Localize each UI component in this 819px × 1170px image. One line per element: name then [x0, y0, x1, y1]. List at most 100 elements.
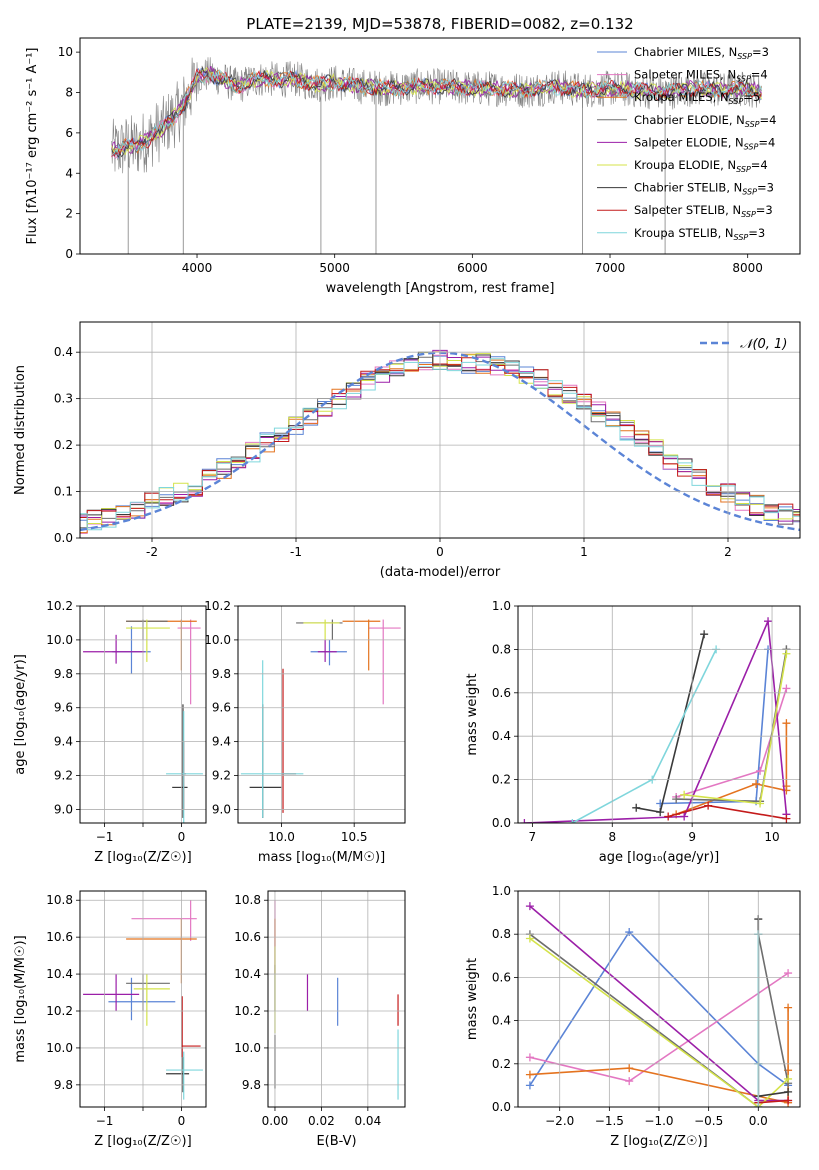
weight-line-chabrier-elodie [676, 649, 788, 803]
x-tick-label: 0.04 [354, 1114, 381, 1128]
age_vs_Z-chart: −1 0 9.0 9.2 9.4 9.6 9.8 10.0 10.2 Z [log₁₀(Z/Z☉)… [13, 599, 207, 865]
y-tick-label: 9.2 [212, 769, 231, 783]
histogram-chabrier-elodie [80, 356, 800, 529]
y-tick-label: 10.8 [234, 893, 261, 907]
legend-entry: Kroupa MILES, NSSP=5 [634, 90, 760, 106]
y-axis-label: mass weight [465, 958, 480, 1040]
weight-point [525, 934, 534, 943]
weight-line-salpeter-stelib [758, 1099, 789, 1104]
weight-point [680, 812, 689, 821]
x-tick-label: 0.00 [262, 1114, 289, 1128]
x-tick-label: 0.02 [308, 1114, 335, 1128]
weight-point [680, 790, 689, 799]
y-axis-label: Normed distribution [13, 365, 28, 495]
x-tick-label: 0.0 [749, 1114, 768, 1128]
x-axis-label: E(B-V) [316, 1134, 356, 1149]
x-axis-label: age [log₁₀(age/yr)] [599, 850, 720, 865]
y-tick-label: 0.4 [54, 345, 73, 359]
y-tick-label: 0.2 [492, 1057, 511, 1071]
y-tick-label: 10.8 [46, 893, 73, 907]
weight-point [782, 649, 791, 658]
y-tick-label: 10.0 [234, 1041, 261, 1055]
x-tick-label: −1.5 [595, 1114, 624, 1128]
y-tick-label: 9.6 [54, 701, 73, 715]
y-tick-label: 9.6 [212, 701, 231, 715]
y-tick-label: 0.1 [54, 485, 73, 499]
x-tick-label: 10.5 [341, 830, 368, 844]
weight-point [756, 766, 765, 775]
weight-point [784, 1074, 793, 1083]
weight-point [752, 779, 761, 788]
figure-title: PLATE=2139, MJD=53878, FIBERID=0082, z=0… [246, 15, 633, 33]
y-tick-label: 9.4 [54, 735, 73, 749]
y-tick-label: 10.2 [46, 1004, 73, 1018]
weight-line-chabrier-stelib [636, 634, 705, 814]
y-tick-label: 0.8 [492, 927, 511, 941]
weight-point [784, 969, 793, 978]
x-tick-label: 0 [178, 1114, 186, 1128]
weight-point [782, 814, 791, 823]
weight-point [525, 1053, 534, 1062]
legend-entry: Chabrier MILES, NSSP=3 [634, 45, 769, 61]
x-axis-label: Z [log₁₀(Z/Z☉)] [610, 1134, 707, 1149]
x-axis-label: mass [log₁₀(M/M☉)] [258, 850, 385, 865]
mass_vs_ebv-chart: 0.00 0.02 0.04 9.8 10.0 10.2 10.4 10.6 10.8 E(B-V… [234, 890, 406, 1149]
y-tick-label: 9.0 [54, 802, 73, 816]
axes-frame [517, 605, 801, 824]
mass_vs_Z-chart: −1 0 9.8 10.0 10.2 10.4 10.6 10.8 Z [log₁₀(Z/Z☉)… [13, 890, 207, 1149]
x-tick-label: 10 [764, 830, 779, 844]
x-tick-label: −1 [96, 1114, 114, 1128]
weight-point [625, 928, 634, 937]
weight-point [525, 1070, 534, 1079]
x-tick-label: 1 [580, 545, 588, 559]
weight-point [625, 1064, 634, 1073]
y-tick-label: 9.8 [242, 1078, 261, 1092]
y-tick-label: 1.0 [492, 884, 511, 898]
y-tick-label: 9.4 [212, 735, 231, 749]
x-tick-label: 2 [724, 545, 732, 559]
y-tick-label: 0.3 [54, 392, 73, 406]
histogram-salpeter-elodie [80, 349, 800, 523]
axes-frame [79, 890, 207, 1108]
weight-point [784, 1003, 793, 1012]
y-tick-label: 9.0 [212, 802, 231, 816]
histogram-chabrier-stelib [80, 351, 800, 516]
x-tick-label: 8000 [732, 261, 763, 275]
weight-point [656, 808, 665, 817]
y-axis-label: Flux [fλ10⁻¹⁷ erg cm⁻² s⁻¹ A⁻¹] [25, 48, 40, 245]
axes-frame [237, 605, 406, 824]
weight-point [700, 630, 709, 639]
y-tick-label: 10.0 [46, 633, 73, 647]
weight-line-kroupa-elodie [529, 937, 789, 1107]
x-tick-label: 9 [688, 830, 696, 844]
age_vs_mass-chart: 10.0 10.5 9.0 9.2 9.4 9.6 9.8 10.0 10.2 mass [log… [204, 599, 406, 865]
axes-frame [79, 321, 801, 539]
legend-entry: Salpeter MILES, NSSP=4 [634, 68, 768, 84]
y-tick-label: 1.0 [492, 599, 511, 613]
x-tick-label: 8 [608, 830, 616, 844]
x-tick-label: 6000 [457, 261, 488, 275]
weight-point [704, 801, 713, 810]
age_vs_mass-plot-area [240, 619, 401, 818]
x-tick-label: 0 [436, 545, 444, 559]
y-tick-label: 6 [65, 126, 73, 140]
y-tick-label: 10.4 [234, 967, 261, 981]
x-tick-label: -2 [146, 545, 158, 559]
weight-point [568, 819, 577, 823]
y-tick-label: 2 [65, 207, 73, 221]
weight_vs_age-chart: 7 8 9 10 0.0 0.2 0.4 0.6 0.8 1.0 age [log₁₀(age/yr… [465, 599, 801, 865]
x-tick-label: 10.0 [268, 830, 295, 844]
weight-line-salpeter-elodie [524, 620, 788, 823]
x-axis-label: Z [log₁₀(Z/Z☉)] [94, 850, 191, 865]
x-tick-label: 4000 [182, 261, 213, 275]
weight-point [784, 1096, 793, 1105]
x-axis-label: (data-model)/error [380, 565, 501, 580]
weight-line-chabrier-miles [660, 649, 769, 805]
y-tick-label: 0.6 [492, 686, 511, 700]
weight-point [756, 799, 765, 808]
axes-frame [517, 890, 801, 1108]
y-tick-label: 10.2 [46, 599, 73, 613]
legend-entry: 𝒩(0, 1) [740, 337, 787, 352]
weight_vs_age-plot-area [520, 617, 791, 823]
y-tick-label: 9.2 [54, 769, 73, 783]
